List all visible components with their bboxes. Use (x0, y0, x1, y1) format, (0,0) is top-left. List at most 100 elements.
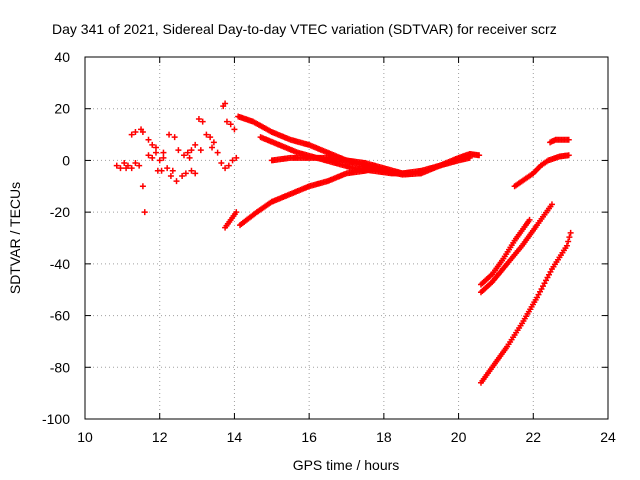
data-point (225, 162, 232, 169)
data-point (132, 128, 139, 135)
data-point (209, 144, 216, 151)
x-tick-label: 18 (376, 429, 392, 445)
data-point (171, 134, 178, 141)
data-point (188, 167, 195, 174)
data-point (207, 134, 214, 141)
data-point (231, 126, 238, 133)
y-tick-label: -60 (50, 308, 70, 324)
y-tick-label: 40 (54, 49, 70, 65)
data-point (567, 229, 574, 236)
tick-label-layer: 10 12 14 16 18 20 22 24 -100 -80 -60 -40 -20 0 20 40 (42, 49, 616, 445)
data-point (566, 234, 573, 241)
data-point (152, 144, 159, 151)
data-point (121, 160, 128, 167)
x-tick-label: 24 (600, 429, 616, 445)
data-point (132, 160, 139, 167)
data-point (182, 170, 189, 177)
data-point (565, 238, 572, 245)
data-point (214, 149, 221, 156)
data-point (117, 165, 124, 172)
y-tick-label: -40 (50, 256, 70, 272)
data-point (565, 136, 572, 143)
data-point (222, 100, 229, 107)
data-point (526, 216, 533, 223)
data-point (139, 128, 146, 135)
data-point (373, 165, 380, 172)
data-point (203, 131, 210, 138)
y-tick-label: 0 (62, 152, 70, 168)
data-point (173, 178, 180, 185)
y-tick-label: -20 (50, 204, 70, 220)
data-point (167, 172, 174, 179)
data-point (563, 242, 570, 249)
data-point (184, 149, 191, 156)
x-tick-label: 10 (77, 429, 93, 445)
data-point (139, 183, 146, 190)
data-point (565, 152, 572, 159)
data-point (188, 147, 195, 154)
x-axis-title: GPS time / hours (293, 457, 400, 473)
data-point (199, 118, 206, 125)
series-track-3 (268, 154, 473, 177)
series-track-5 (222, 209, 240, 231)
data-point (149, 154, 156, 161)
data-point (466, 154, 473, 161)
series-track-9 (511, 152, 572, 190)
y-tick-label: -80 (50, 359, 70, 375)
data-point (136, 162, 143, 169)
data-point (197, 147, 204, 154)
data-point (233, 209, 240, 216)
data-point (169, 167, 176, 174)
data-point (141, 209, 148, 216)
x-tick-label: 14 (227, 429, 243, 445)
grid-layer (85, 57, 608, 419)
chart-title: Day 341 of 2021, Sidereal Day-to-day VTE… (52, 21, 557, 37)
data-marks-layer (113, 100, 574, 386)
x-tick-label: 16 (301, 429, 317, 445)
y-tick-label: 20 (54, 101, 70, 117)
data-point (145, 136, 152, 143)
series-track-8 (477, 229, 574, 386)
series-track-7 (477, 201, 555, 296)
data-point (548, 201, 555, 208)
data-point (145, 152, 152, 159)
data-point (160, 154, 167, 161)
data-point (128, 165, 135, 172)
x-tick-label: 12 (152, 429, 168, 445)
data-point (476, 152, 483, 159)
data-point (195, 116, 202, 123)
data-point (233, 154, 240, 161)
data-point (229, 157, 236, 164)
data-point (164, 165, 171, 172)
data-point (210, 139, 217, 146)
series-track-6 (477, 216, 533, 288)
data-point (179, 172, 186, 179)
data-point (192, 141, 199, 148)
data-point (123, 165, 130, 172)
series-track-4 (237, 165, 380, 229)
x-tick-label: 20 (451, 429, 467, 445)
data-point (166, 131, 173, 138)
data-point (113, 162, 120, 169)
y-tick-label: -100 (42, 411, 70, 427)
data-point (156, 157, 163, 164)
series-scatter-cluster (113, 100, 240, 216)
y-axis-title: SDTVAR / TECUs (7, 182, 23, 294)
data-point (128, 131, 135, 138)
series-track-10 (547, 136, 572, 146)
data-point (192, 170, 199, 177)
data-point (186, 154, 193, 161)
data-point (223, 118, 230, 125)
data-point (158, 167, 165, 174)
x-tick-label: 22 (525, 429, 541, 445)
data-point (149, 141, 156, 148)
plot-frame (84, 56, 609, 420)
data-point (227, 121, 234, 128)
data-point (152, 149, 159, 156)
data-point (218, 160, 225, 167)
data-point (160, 149, 167, 156)
data-point (180, 152, 187, 159)
data-point (222, 165, 229, 172)
